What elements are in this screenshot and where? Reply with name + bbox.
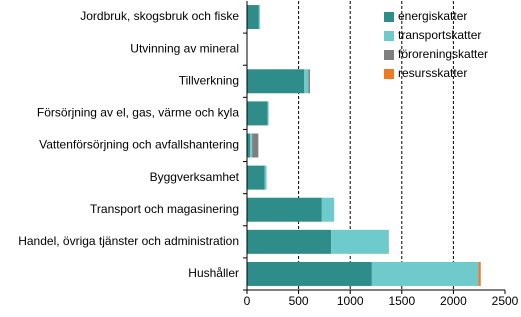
y-tick-label: Byggverksamhet xyxy=(150,170,240,184)
bar-segment xyxy=(247,261,372,286)
bar-segment xyxy=(247,133,251,158)
bar-segment xyxy=(247,5,259,30)
legend-label: föroreningskatter xyxy=(398,47,488,61)
x-tick-label: 500 xyxy=(289,294,309,308)
x-tick-label: 1000 xyxy=(337,294,364,308)
bar-segment xyxy=(252,133,259,158)
y-tick-label: Försörjning av el, gas, värme och kyla xyxy=(37,106,239,120)
x-tick-label: 0 xyxy=(244,294,251,308)
bar-segment xyxy=(247,229,332,254)
bar-segment xyxy=(267,101,269,126)
bar-segment xyxy=(304,69,309,94)
legend-swatch xyxy=(384,31,394,41)
bar-segment xyxy=(321,197,335,222)
legend-label: resursskatter xyxy=(398,66,467,80)
bar-segment xyxy=(371,261,479,286)
x-tick-label: 2000 xyxy=(440,294,467,308)
x-tick-label: 2500 xyxy=(492,294,519,308)
bar-segment xyxy=(258,5,260,30)
legend-label: energiskatter xyxy=(398,9,467,23)
y-tick-label: Handel, övriga tjänster och administrati… xyxy=(18,234,239,248)
bar-segment xyxy=(331,229,389,254)
y-tick-label: Vattenförsörjning och avfallshantering xyxy=(39,138,239,152)
bar-segment xyxy=(247,197,322,222)
y-tick-label: Transport och magasinering xyxy=(90,202,239,216)
bar-segment xyxy=(247,69,305,94)
legend-swatch xyxy=(384,50,394,60)
y-tick-label: Jordbruk, skogsbruk och fiske xyxy=(80,9,239,23)
bar-segment xyxy=(308,69,310,94)
bar-segment xyxy=(478,261,481,286)
legend-label: transportskatter xyxy=(398,28,481,42)
bar-segment xyxy=(264,165,267,190)
x-tick-label: 1500 xyxy=(388,294,415,308)
bar-segment xyxy=(478,261,479,286)
bar-segment xyxy=(250,133,253,158)
y-tick-label: Hushåller xyxy=(188,266,239,280)
bar-segment xyxy=(247,101,268,126)
legend-swatch xyxy=(384,69,394,79)
y-tick-label: Tillverkning xyxy=(179,73,239,87)
legend-swatch xyxy=(384,12,394,22)
bar-segment xyxy=(247,165,265,190)
y-tick-label: Utvinning av mineral xyxy=(130,41,239,55)
